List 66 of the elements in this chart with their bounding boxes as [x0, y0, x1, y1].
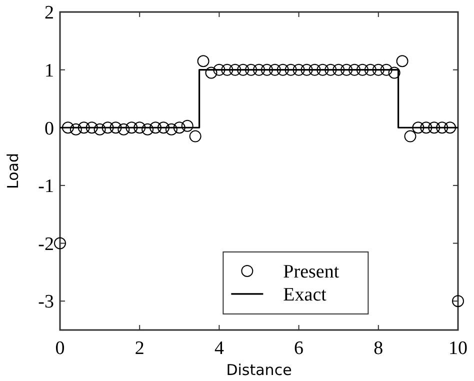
point: [205, 66, 218, 79]
x-tick-label: 6: [294, 338, 304, 359]
point: [70, 123, 82, 136]
point: [253, 64, 265, 76]
point: [110, 122, 122, 134]
y-tick-label: 1: [44, 60, 54, 82]
legend-label: Exact: [283, 284, 328, 306]
point: [197, 55, 210, 68]
point: [78, 122, 90, 134]
x-axis-title: Distance: [226, 361, 292, 379]
point: [452, 295, 464, 308]
point: [268, 64, 281, 76]
point: [308, 64, 321, 76]
point: [86, 122, 98, 134]
point: [300, 64, 313, 76]
point: [94, 123, 106, 136]
point: [118, 123, 130, 136]
point: [62, 122, 74, 134]
legend-label: Present: [283, 262, 340, 283]
y-tick-label: 0: [44, 118, 54, 140]
x-tick-label: 4: [214, 338, 224, 359]
point: [356, 64, 368, 76]
x-tick-label: 10: [448, 338, 468, 359]
point: [229, 64, 242, 76]
point: [364, 64, 376, 76]
y-tick-label: -3: [38, 292, 54, 313]
point: [428, 122, 440, 134]
point: [126, 122, 138, 134]
point: [134, 122, 146, 134]
point: [237, 64, 250, 76]
x-tick-label: 8: [374, 338, 384, 359]
point: [276, 64, 289, 76]
point: [380, 64, 392, 76]
point: [213, 64, 226, 76]
point: [189, 130, 202, 142]
point: [444, 122, 456, 134]
point: [436, 122, 448, 134]
point: [221, 64, 234, 76]
point: [102, 122, 114, 134]
point: [388, 66, 400, 79]
point: [173, 122, 186, 134]
point: [340, 64, 353, 76]
y-tick-label: 2: [44, 2, 54, 24]
point: [54, 237, 66, 250]
y-tick-label: -1: [38, 176, 54, 198]
point: [150, 122, 162, 134]
point: [420, 122, 432, 134]
x-tick-label: 2: [134, 338, 144, 359]
y-tick-label: -2: [38, 234, 54, 255]
point: [284, 64, 297, 76]
point: [316, 64, 329, 76]
point: [260, 64, 273, 76]
point: [332, 64, 345, 76]
point: [165, 123, 178, 136]
point: [157, 122, 170, 134]
point: [348, 64, 361, 76]
point: [245, 64, 258, 76]
point: [181, 120, 194, 132]
point: [324, 64, 337, 76]
point: [372, 64, 384, 76]
point: [396, 55, 408, 68]
point: [292, 64, 305, 76]
point: [404, 130, 416, 142]
point: [412, 122, 424, 134]
point: [142, 123, 154, 136]
y-axis-title: Load: [4, 153, 22, 189]
